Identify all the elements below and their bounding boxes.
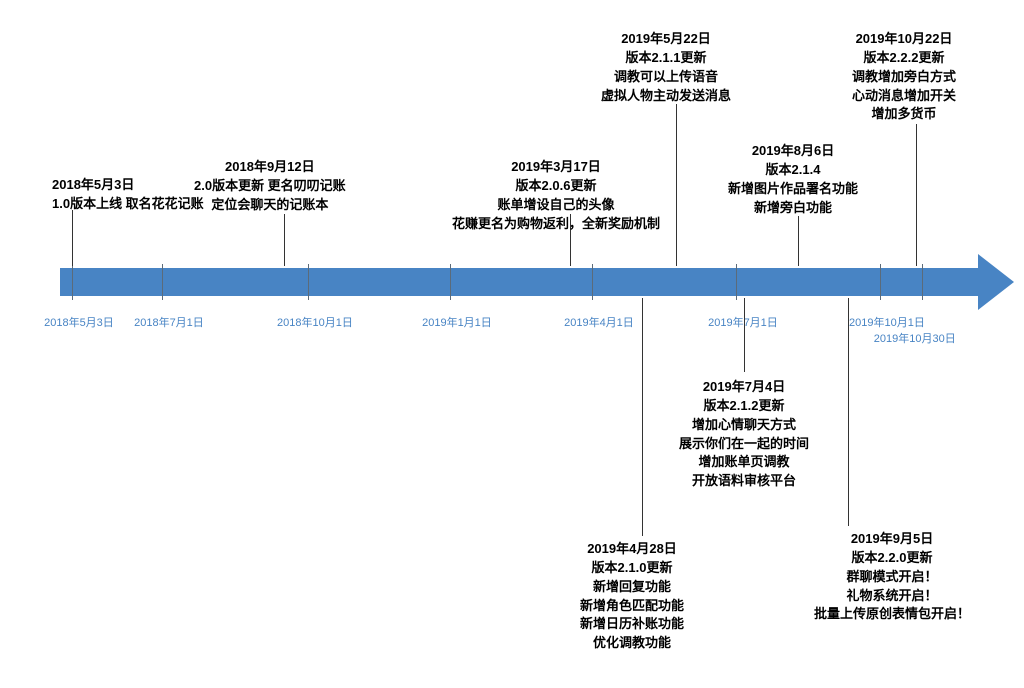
axis-tick [308, 264, 309, 300]
event-label: 2018年9月12日2.0版本更新 更名叨叨记账定位会聊天的记账本 [194, 158, 346, 215]
event-text-line: 增加心情聊天方式 [679, 416, 809, 435]
axis-label: 2019年1月1日 [422, 314, 492, 330]
event-label: 2019年5月22日版本2.1.1更新调教可以上传语音虚拟人物主动发送消息 [601, 30, 731, 105]
event-label: 2019年9月5日版本2.2.0更新群聊模式开启！礼物系统开启！批量上传原创表情… [814, 530, 970, 624]
event-text-line: 2.0版本更新 更名叨叨记账 [194, 177, 346, 196]
axis-label: 2018年10月1日 [277, 314, 353, 330]
event-label: 2019年4月28日版本2.1.0更新新增回复功能新增角色匹配功能新增日历补账功… [580, 540, 684, 653]
event-text-line: 2019年7月4日 [679, 378, 809, 397]
axis-tick [880, 264, 881, 300]
axis-tick [162, 264, 163, 300]
event-text-line: 版本2.2.2更新 [852, 49, 956, 68]
event-text-line: 展示你们在一起的时间 [679, 435, 809, 454]
event-text-line: 调教可以上传语音 [601, 68, 731, 87]
event-text-line: 版本2.0.6更新 [452, 177, 660, 196]
axis-label: 2019年7月1日 [708, 314, 778, 330]
event-label: 2019年8月6日版本2.1.4新增图片作品署名功能新增旁白功能 [728, 142, 858, 217]
axis-tick [922, 264, 923, 300]
event-text-line: 开放语料审核平台 [679, 472, 809, 491]
axis-tick [450, 264, 451, 300]
event-text-line: 增加多货币 [852, 105, 956, 124]
event-text-line: 优化调教功能 [580, 634, 684, 653]
event-connector [72, 210, 73, 266]
event-text-line: 新增回复功能 [580, 578, 684, 597]
axis-label: 2018年7月1日 [134, 314, 204, 330]
event-text-line: 2019年4月28日 [580, 540, 684, 559]
event-text-line: 2018年5月3日 [52, 176, 204, 195]
event-text-line: 心动消息增加开关 [852, 87, 956, 106]
event-text-line: 版本2.1.0更新 [580, 559, 684, 578]
event-text-line: 虚拟人物主动发送消息 [601, 87, 731, 106]
axis-tick [592, 264, 593, 300]
event-text-line: 批量上传原创表情包开启！ [814, 605, 970, 624]
event-connector [642, 298, 643, 536]
event-label: 2019年10月22日版本2.2.2更新调教增加旁白方式心动消息增加开关增加多货… [852, 30, 956, 124]
event-text-line: 版本2.2.0更新 [814, 549, 970, 568]
event-label: 2019年3月17日版本2.0.6更新账单增设自己的头像花赚更名为购物返利，全新… [452, 158, 660, 233]
event-text-line: 2019年3月17日 [452, 158, 660, 177]
event-text-line: 版本2.1.2更新 [679, 397, 809, 416]
event-text-line: 2018年9月12日 [194, 158, 346, 177]
event-text-line: 版本2.1.4 [728, 161, 858, 180]
event-text-line: 新增日历补账功能 [580, 615, 684, 634]
event-text-line: 新增图片作品署名功能 [728, 180, 858, 199]
event-text-line: 定位会聊天的记账本 [194, 196, 346, 215]
event-label: 2019年7月4日版本2.1.2更新增加心情聊天方式展示你们在一起的时间增加账单… [679, 378, 809, 491]
event-label: 2018年5月3日1.0版本上线 取名花花记账 [52, 176, 204, 214]
timeline-diagram: 2018年5月3日 2018年7月1日 2018年10月1日 2019年1月1日 201… [0, 0, 1024, 688]
event-text-line: 新增角色匹配功能 [580, 597, 684, 616]
event-text-line: 账单增设自己的头像 [452, 196, 660, 215]
event-text-line: 2019年8月6日 [728, 142, 858, 161]
axis-label: 2019年10月30日 [874, 330, 956, 346]
axis-label: 2019年10月1日 [849, 314, 925, 330]
event-text-line: 新增旁白功能 [728, 199, 858, 218]
axis-tick [736, 264, 737, 300]
event-connector [798, 216, 799, 266]
axis-label: 2018年5月3日 [44, 314, 114, 330]
event-text-line: 2019年10月22日 [852, 30, 956, 49]
event-connector [744, 298, 745, 372]
event-text-line: 群聊模式开启！ [814, 568, 970, 587]
event-text-line: 2019年9月5日 [814, 530, 970, 549]
event-connector [848, 298, 849, 526]
event-text-line: 1.0版本上线 取名花花记账 [52, 195, 204, 214]
event-connector [284, 214, 285, 266]
axis-label: 2019年4月1日 [564, 314, 634, 330]
event-text-line: 2019年5月22日 [601, 30, 731, 49]
axis-tick [72, 264, 73, 300]
event-connector [916, 124, 917, 266]
event-text-line: 调教增加旁白方式 [852, 68, 956, 87]
event-connector [676, 104, 677, 266]
timeline-arrow-icon [978, 254, 1014, 310]
event-text-line: 增加账单页调教 [679, 453, 809, 472]
event-text-line: 礼物系统开启！ [814, 587, 970, 606]
event-text-line: 版本2.1.1更新 [601, 49, 731, 68]
timeline-bar [60, 268, 980, 296]
event-text-line: 花赚更名为购物返利，全新奖励机制 [452, 215, 660, 234]
